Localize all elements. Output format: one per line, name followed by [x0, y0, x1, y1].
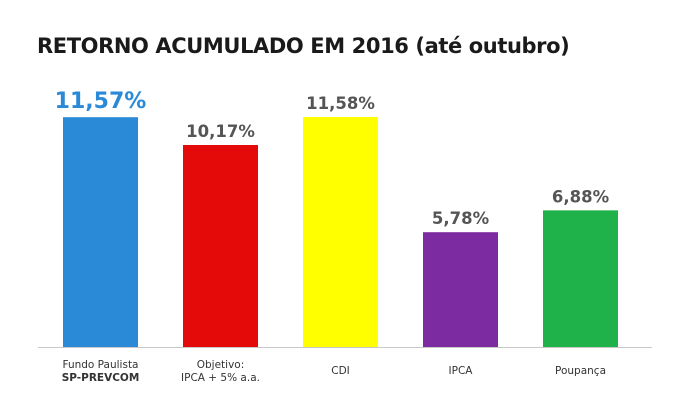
bar — [183, 145, 258, 347]
category-label: Poupança — [555, 365, 606, 377]
category-label: Fundo Paulista — [62, 359, 138, 371]
bar-value-label: 5,78% — [432, 209, 490, 228]
category-label: CDI — [331, 365, 350, 377]
category-label: IPCA — [449, 365, 474, 377]
bar-value-label: 11,58% — [306, 94, 375, 113]
bar — [543, 210, 618, 347]
bars-group — [63, 117, 618, 348]
value-labels-group: 11,57% 10,17% 11,58% 5,78% 6,88% — [55, 89, 610, 228]
bar-value-label: 11,57% — [55, 89, 147, 114]
category-label: Objetivo: — [197, 359, 245, 371]
category-label: SP-PREVCOM — [62, 372, 140, 384]
bar-value-label: 6,88% — [552, 187, 610, 206]
bar — [303, 117, 378, 347]
bar — [63, 117, 138, 348]
category-label: IPCA + 5% a.a. — [181, 372, 260, 384]
chart-title: RETORNO ACUMULADO EM 2016 (até outubro) — [37, 34, 570, 58]
bar-value-label: 10,17% — [186, 122, 255, 141]
bar — [423, 232, 498, 347]
